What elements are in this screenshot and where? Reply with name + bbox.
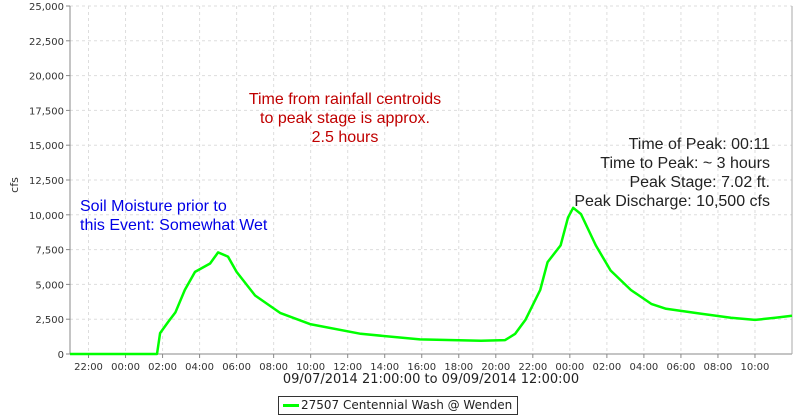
y-tick-label: 17,500 <box>29 106 64 117</box>
y-tick-label: 25,000 <box>29 2 64 13</box>
series-line <box>70 206 793 356</box>
x-tick-label: 10:00 <box>296 362 325 373</box>
x-tick-label: 00:00 <box>555 362 584 373</box>
x-tick-label: 10:00 <box>741 362 770 373</box>
x-tick-label: 02:00 <box>148 362 177 373</box>
y-tick-label: 12,500 <box>29 176 64 187</box>
axes: 0 2,500 5,000 7,500 10,000 12,500 15,000 17,500… <box>29 2 793 373</box>
x-tick-label: 22:00 <box>74 362 103 373</box>
y-tick-label: 5,000 <box>35 280 64 291</box>
y-tick-label: 20,000 <box>29 72 64 83</box>
x-axis-label: 09/07/2014 21:00:00 to 09/09/2014 12:00:… <box>282 372 580 387</box>
y-tick-label: 10,000 <box>29 211 64 222</box>
x-tick-label: 08:00 <box>704 362 733 373</box>
soil-moisture-annotation: Soil Moisture prior to this Event: Somew… <box>80 198 268 234</box>
x-tick-label: 06:00 <box>222 362 251 373</box>
y-tick-label: 22,500 <box>29 37 64 48</box>
y-tick-label: 7,500 <box>35 246 64 257</box>
legend-label: 27507 Centennial Wash @ Wenden <box>301 398 513 412</box>
y-tick-label: 0 <box>58 350 64 361</box>
x-tick-label: 08:00 <box>259 362 288 373</box>
x-tick-label: 04:00 <box>629 362 658 373</box>
x-tick-label: 06:00 <box>667 362 696 373</box>
x-tick-label: 04:00 <box>185 362 214 373</box>
x-tick-label: 16:00 <box>407 362 436 373</box>
y-tick-label: 2,500 <box>35 315 64 326</box>
legend: 27507 Centennial Wash @ Wenden <box>278 396 519 415</box>
rainfall-annotation: Time from rainfall centroids to peak sta… <box>248 91 442 146</box>
y-tick-label: 15,000 <box>29 141 64 152</box>
x-tick-label: 20:00 <box>481 362 510 373</box>
x-tick-label: 12:00 <box>333 362 362 373</box>
peak-info-annotation: Time of Peak: 00:11 Time to Peak: ~ 3 ho… <box>574 136 770 210</box>
x-tick-label: 02:00 <box>592 362 621 373</box>
grid <box>70 5 792 355</box>
x-tick-label: 22:00 <box>518 362 547 373</box>
x-tick-label: 18:00 <box>444 362 473 373</box>
x-tick-label: 14:00 <box>370 362 399 373</box>
series <box>70 206 793 356</box>
legend-swatch <box>283 403 299 407</box>
x-tick-label: 00:00 <box>111 362 140 373</box>
y-axis-label: cfs <box>8 177 21 193</box>
